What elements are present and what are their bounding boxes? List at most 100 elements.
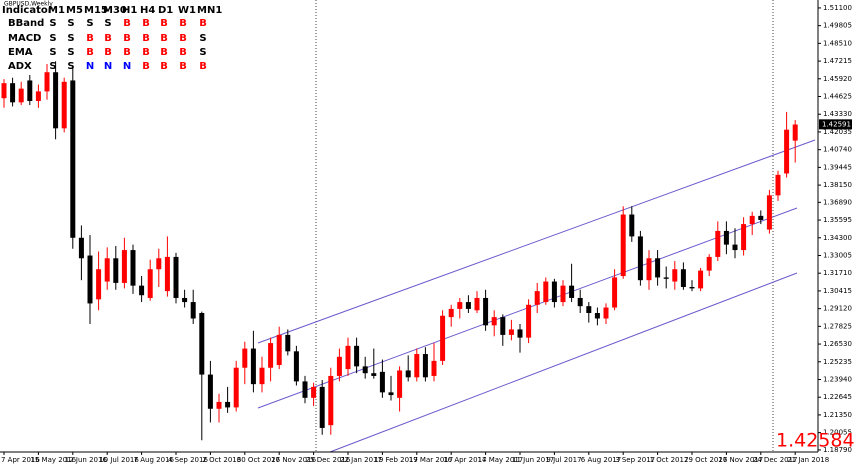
candle-body (182, 297, 188, 303)
candle-body (379, 371, 385, 393)
candle-body (663, 277, 669, 279)
signal-cell: N (123, 61, 131, 72)
signal-cell: B (160, 61, 168, 72)
candle-body (577, 297, 583, 307)
signal-cell: B (179, 61, 187, 72)
signal-cell: S (49, 18, 56, 29)
candle-body (242, 348, 248, 368)
signal-cell: S (67, 33, 74, 44)
signal-cell: S (49, 33, 56, 44)
x-tick-label: 14 May 2017 (478, 456, 524, 464)
candle-body (27, 80, 33, 101)
x-tick-label: 30 Oct 2016 (237, 456, 281, 464)
candle-body (250, 348, 256, 385)
candle-body (603, 307, 609, 319)
candle-body (405, 370, 411, 378)
candle-body (139, 285, 145, 296)
channel-line (257, 139, 816, 344)
chart-title: GBPUSD,Weekly (4, 1, 53, 8)
x-tick-label: 6 Aug 2017 (581, 456, 621, 464)
candle-body (491, 317, 497, 326)
table-row-name: ADX (8, 61, 32, 72)
signal-cell: B (179, 18, 187, 29)
y-tick-label: 1.23940 (823, 375, 852, 383)
price-tag-label: 1.42591 (822, 120, 851, 128)
candle-body (569, 285, 575, 298)
x-tick-label: 15 May 2016 (30, 456, 76, 464)
y-tick-label: 1.47215 (823, 57, 852, 65)
candle-body (225, 401, 231, 408)
candle-body (319, 386, 325, 428)
candle-body (259, 367, 265, 385)
signal-cell: B (123, 33, 131, 44)
y-tick-label: 1.43330 (823, 110, 852, 118)
price-display: 1.42584 (776, 430, 855, 452)
candle-body (784, 129, 790, 174)
signal-cell: B (86, 33, 94, 44)
signal-cell: B (142, 18, 150, 29)
table-header: H1 (122, 5, 137, 16)
candle-body (44, 72, 50, 92)
candle-body (766, 195, 772, 230)
candle-body (328, 375, 334, 426)
candle-body (104, 258, 110, 282)
candle-body (508, 329, 514, 335)
table-header: M15 (84, 5, 108, 16)
candle-body (680, 269, 686, 288)
signal-cell: S (86, 18, 93, 29)
candle-body (465, 302, 471, 309)
y-tick-label: 1.39445 (823, 163, 852, 171)
candle-body (517, 329, 523, 338)
candle-body (422, 354, 428, 378)
x-tick-label: 24 Dec 2017 (753, 456, 798, 464)
signal-cell: B (104, 47, 112, 58)
y-tick-label: 1.35595 (823, 216, 852, 224)
candle-body (749, 215, 755, 225)
candle-body (706, 256, 712, 271)
signal-cell: S (49, 61, 56, 72)
table-header: W1 (178, 5, 196, 16)
y-tick-label: 1.36890 (823, 198, 852, 206)
x-tick-label: 9 Jul 2017 (546, 456, 581, 464)
candle-body (388, 392, 394, 396)
y-tick-label: 1.42035 (823, 128, 852, 136)
table-header: D1 (158, 5, 173, 16)
y-tick-label: 1.34300 (823, 234, 852, 242)
candle-body (637, 236, 643, 281)
signal-cell: N (104, 61, 112, 72)
signal-cell: B (199, 18, 207, 29)
candle-body (792, 124, 798, 141)
candle-body (285, 334, 291, 352)
candle-body (431, 360, 437, 376)
y-tick-label: 1.22645 (823, 393, 852, 401)
candle-body (233, 367, 239, 408)
x-tick-label: 10 Jul 2016 (99, 456, 139, 464)
candle-body (268, 343, 274, 368)
signal-cell: B (160, 18, 168, 29)
candle-body (293, 351, 299, 382)
table-header: Indicator (2, 5, 53, 16)
y-tick-label: 1.31710 (823, 269, 852, 277)
x-tick-label: 1 Oct 2017 (650, 456, 689, 464)
candle-body (457, 302, 463, 309)
signal-cell: B (179, 33, 187, 44)
candle-body (147, 269, 153, 298)
signal-cell: B (142, 47, 150, 58)
candle-body (362, 366, 368, 374)
y-tick-label: 1.33005 (823, 251, 852, 259)
candle-body (96, 269, 102, 300)
x-tick-label: 19 Feb 2017 (374, 456, 418, 464)
signal-cell: N (86, 61, 94, 72)
y-tick-label: 1.18790 (823, 446, 852, 454)
y-tick-label: 1.21350 (823, 411, 852, 419)
candle-body (10, 83, 16, 103)
candle-body (551, 281, 557, 303)
table-row-name: MACD (8, 33, 41, 44)
candle-body (655, 258, 661, 278)
candle-body (87, 255, 93, 304)
candle-body (61, 81, 67, 129)
table-header: MN1 (197, 5, 222, 16)
signal-cell: B (179, 47, 187, 58)
